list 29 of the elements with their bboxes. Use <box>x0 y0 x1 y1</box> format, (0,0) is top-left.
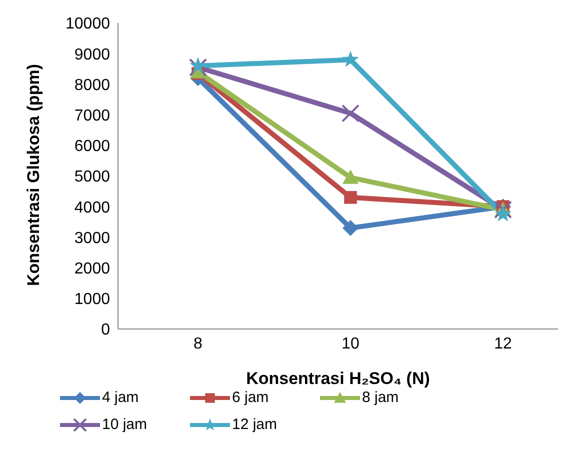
y-tick-label: 2000 <box>74 260 110 278</box>
legend-label: 10 jam <box>102 416 148 433</box>
x-tick-label: 10 <box>342 335 360 352</box>
point <box>494 205 512 222</box>
point <box>342 50 359 67</box>
x-tick-label: 12 <box>494 335 512 352</box>
y-tick-label: 8000 <box>74 76 110 94</box>
legend-label: 6 jam <box>232 389 269 406</box>
point <box>342 170 358 184</box>
legend-label: 4 jam <box>102 389 139 406</box>
legend-label: 12 jam <box>232 416 278 433</box>
y-axis-title: Konsentrasi Glukosa (ppm) <box>24 64 44 286</box>
y-tick-label: 6000 <box>74 138 110 156</box>
point <box>342 104 360 122</box>
x-tick-label: 8 <box>194 335 203 352</box>
y-tick-label: 7000 <box>74 107 110 124</box>
point <box>344 191 357 204</box>
x-axis-title: Konsentrasi H₂SO₄ (N) <box>246 369 430 388</box>
y-tick-label: 1000 <box>74 291 110 308</box>
point <box>189 58 207 76</box>
y-tick-label: 9000 <box>74 46 110 64</box>
y-tick-label: 3000 <box>74 230 110 247</box>
y-tick-label: 0 <box>101 322 110 339</box>
y-tick-label: 4000 <box>74 199 110 216</box>
y-tick-label: 5000 <box>74 168 110 186</box>
point <box>190 57 206 73</box>
legend-label: 8 jam <box>362 389 399 406</box>
y-tick-label: 10000 <box>66 16 110 33</box>
point <box>342 220 358 236</box>
